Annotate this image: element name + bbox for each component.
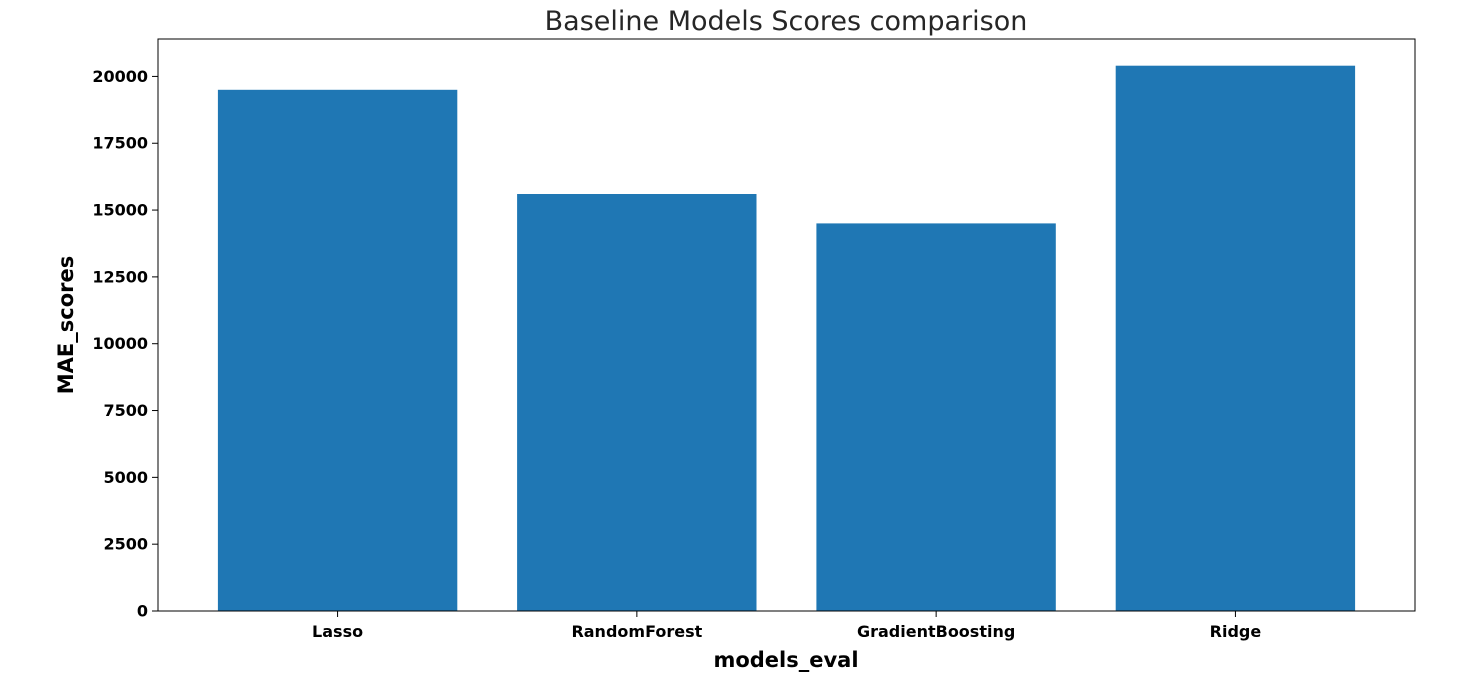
x-tick-label-lasso: Lasso	[312, 622, 363, 641]
y-tick-label: 12500	[92, 267, 148, 286]
y-tick-label: 10000	[92, 334, 148, 353]
bar-ridge	[1115, 65, 1356, 611]
x-tick-label-gradientboosting: GradientBoosting	[857, 622, 1015, 641]
plot-area-frame	[157, 38, 1416, 612]
y-tick-label: 2500	[103, 535, 148, 554]
chart-title: Baseline Models Scores comparison	[545, 6, 1028, 37]
y-tick-label: 7500	[103, 401, 148, 420]
bars-group	[217, 65, 1356, 612]
y-tick-label: 0	[137, 602, 148, 621]
y-tick-label: 15000	[92, 201, 148, 220]
x-tick-label-randomforest: RandomForest	[571, 622, 702, 641]
x-tick-label-ridge: Ridge	[1210, 622, 1262, 641]
y-axis-ticks: 0 2500 5000 7500 10000 12500 15000 17500 20000	[92, 67, 158, 621]
y-tick-label: 17500	[92, 134, 148, 153]
x-axis-ticks: Lasso RandomForest GradientBoosting Ridge	[312, 611, 1261, 641]
bar-gradientboosting	[816, 223, 1056, 611]
y-tick-label: 5000	[103, 468, 148, 487]
bar-randomforest	[517, 194, 757, 611]
y-tick-label: 20000	[92, 67, 148, 86]
bar-lasso	[217, 89, 458, 612]
y-axis-label: MAE_scores	[54, 256, 78, 394]
x-axis-label: models_eval	[713, 648, 858, 672]
